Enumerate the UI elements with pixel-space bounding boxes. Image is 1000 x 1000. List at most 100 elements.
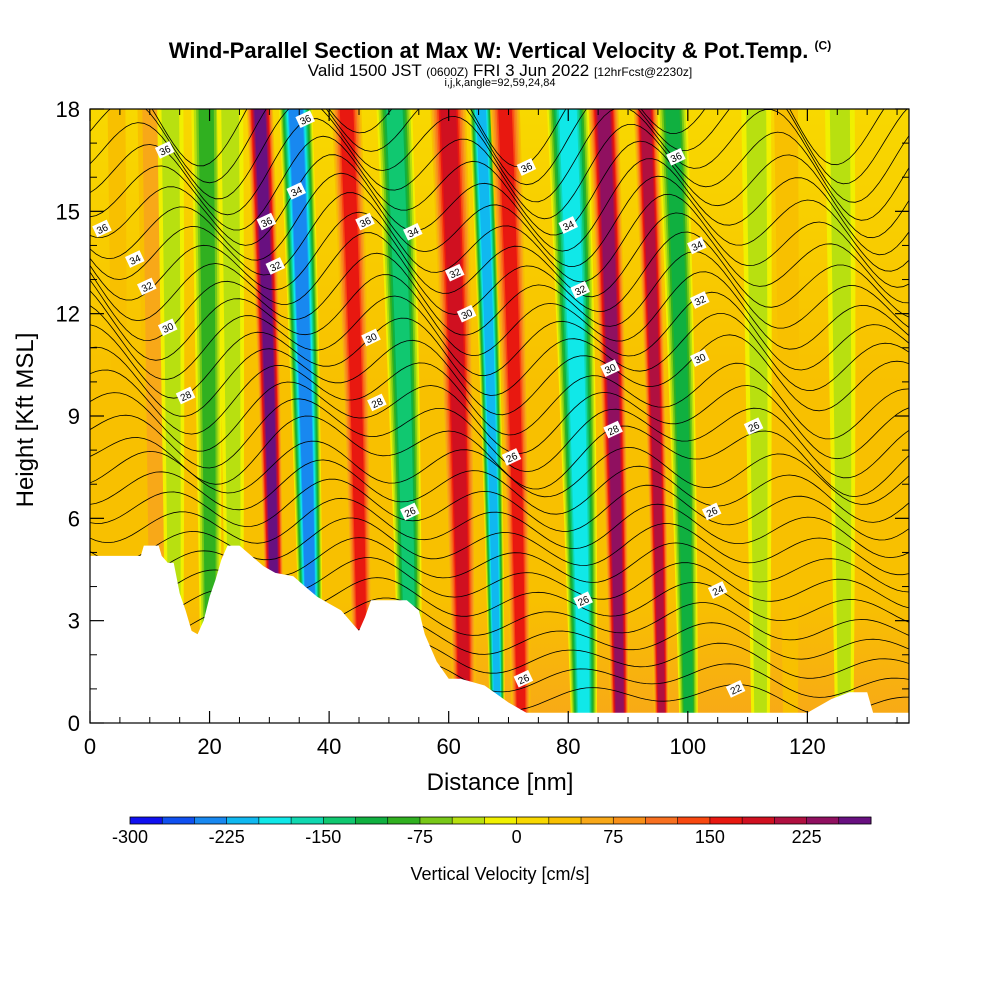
- contour-label-text: 30: [460, 308, 475, 323]
- contour-label-text: 30: [364, 331, 379, 346]
- contour-label-text: 32: [573, 284, 588, 299]
- velocity-band: [657, 109, 698, 723]
- theta-contour: [90, 459, 909, 523]
- contour-label-text: 32: [269, 260, 284, 275]
- contour-label-bg: [400, 502, 420, 521]
- chart-title: Wind-Parallel Section at Max W: Vertical…: [168, 38, 832, 63]
- velocity-band: [588, 109, 630, 723]
- contour-label-bg: [690, 291, 710, 309]
- contour-label-bg: [355, 212, 375, 231]
- contour-label: 36: [154, 141, 175, 159]
- velocity-fill: [339, 109, 367, 723]
- colorbar-frame: [129, 816, 872, 825]
- contour-label-bg: [157, 318, 178, 337]
- colorbar-swatch: [194, 817, 228, 824]
- velocity-fill: [288, 109, 317, 723]
- contour-label: 34: [687, 236, 707, 255]
- contour-label-text: 34: [289, 185, 304, 200]
- contour-label: 32: [690, 291, 710, 309]
- contour-label-bg: [666, 147, 686, 166]
- contour-label-text: 32: [448, 267, 463, 282]
- contour-label-bg: [743, 417, 764, 436]
- theta-contour: [90, 172, 909, 272]
- colorbar-swatch: [452, 817, 485, 824]
- colorbar-swatch: [774, 817, 808, 824]
- contour-label-text: 32: [693, 294, 708, 309]
- contour-label-text: 32: [140, 280, 155, 295]
- theta-contour: [90, 517, 909, 576]
- contour-label-text: 26: [576, 594, 591, 609]
- contour-label-bg: [600, 359, 620, 378]
- contour-label: 26: [743, 417, 764, 436]
- contour-label-text: 28: [370, 396, 385, 411]
- contour-label: 28: [367, 393, 387, 412]
- contour-label: 26: [513, 669, 534, 688]
- contour-label-bg: [687, 236, 707, 255]
- contour-label-text: 36: [520, 161, 535, 176]
- colorbar-swatch: [162, 817, 195, 824]
- contour-label-text: 28: [179, 389, 194, 404]
- y-tick-label: 9: [68, 404, 80, 429]
- contour-label-text: 24: [711, 584, 726, 599]
- velocity-fill: [476, 109, 501, 723]
- theta-contour: [90, 398, 909, 479]
- theta-contour: [90, 334, 909, 417]
- colorbar-swatch: [130, 817, 163, 824]
- contour-label: 36: [666, 147, 686, 166]
- velocity-fill: [386, 109, 416, 723]
- velocity-fill: [746, 109, 768, 723]
- colorbar-tick-label: 150: [695, 827, 725, 847]
- velocity-fill: [498, 109, 526, 723]
- contour-label-bg: [286, 182, 306, 200]
- contour-label: 36: [295, 110, 315, 129]
- contour-label: 26: [701, 502, 722, 521]
- contour-label: 34: [286, 182, 306, 200]
- colorbar-swatch: [806, 817, 840, 824]
- theta-contour: [90, 211, 909, 304]
- contour-label: 34: [125, 250, 145, 268]
- velocity-band: [331, 109, 372, 723]
- contour-label-bg: [513, 669, 534, 688]
- contour-label-text: 34: [561, 219, 576, 234]
- y-tick-label: 18: [56, 97, 80, 122]
- velocity-fill: [558, 109, 590, 723]
- contour-label: 36: [92, 219, 112, 238]
- contour-label: 30: [361, 328, 381, 347]
- x-tick-label: 20: [197, 734, 221, 759]
- contour-label-text: 36: [298, 113, 313, 128]
- colorbar-swatch: [419, 817, 453, 824]
- contour-label-bg: [175, 386, 196, 405]
- chart-subtitle: Valid 1500 JST (0600Z) FRI 3 Jun 2022 [1…: [307, 61, 693, 80]
- theta-contour: [90, 362, 909, 440]
- contour-label-text: 36: [260, 215, 275, 230]
- velocity-fill: [198, 109, 216, 723]
- contour-label: 34: [403, 222, 423, 241]
- contour-label-bg: [137, 277, 157, 296]
- contour-label-bg: [456, 304, 477, 323]
- contour-label-bg: [603, 420, 623, 439]
- y-tick-label: 0: [68, 711, 80, 736]
- x-tick-label: 60: [436, 734, 460, 759]
- contour-label-text: 36: [358, 215, 373, 230]
- contour-label-bg: [361, 328, 381, 347]
- x-tick-label: 0: [84, 734, 96, 759]
- contour-label: 26: [501, 448, 522, 466]
- x-axis-label: Distance [nm]: [427, 769, 574, 796]
- colorbar-tick-label: -225: [209, 827, 245, 847]
- contour-label: 36: [256, 212, 277, 231]
- theta-contour: [90, 291, 909, 380]
- contour-label-bg: [403, 222, 423, 241]
- theta-contour: [90, 192, 909, 288]
- contour-label-text: 30: [161, 321, 176, 336]
- velocity-fill: [829, 109, 852, 723]
- theta-contour: [90, 154, 909, 256]
- y-axis-label: Height [Kft MSL]: [12, 333, 39, 508]
- contour-label: 26: [400, 502, 420, 521]
- contour-label-text: 28: [606, 423, 621, 438]
- velocity-fill: [774, 109, 799, 723]
- contour-label: 30: [600, 359, 620, 378]
- contour-label: 34: [558, 216, 578, 234]
- theta-contour: [90, 109, 909, 203]
